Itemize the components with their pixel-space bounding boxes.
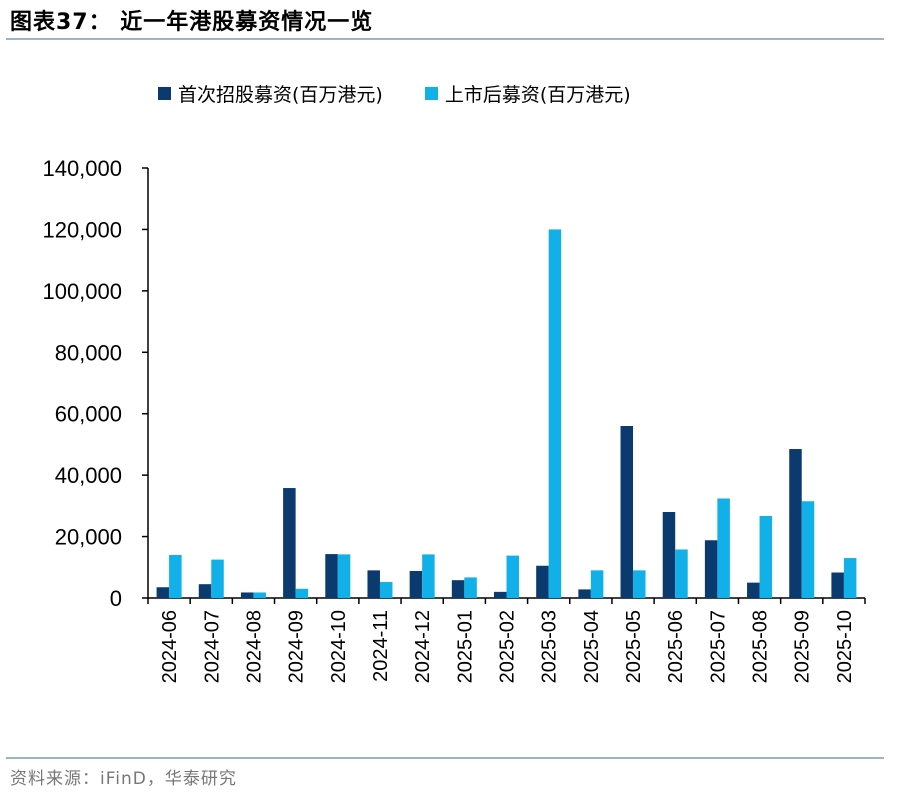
x-tick-label: 2025-05 xyxy=(623,610,645,683)
bar-post-2025-09 xyxy=(801,501,815,598)
bar-ipo-2025-02 xyxy=(494,591,507,598)
y-tick-label: 80,000 xyxy=(55,340,122,365)
x-tick-label: 2025-08 xyxy=(750,610,772,683)
bar-ipo-2025-04 xyxy=(578,589,591,598)
bar-ipo-2025-06 xyxy=(662,512,676,598)
y-tick-label: 60,000 xyxy=(55,402,122,427)
x-tick-label: 2024-08 xyxy=(243,610,265,683)
y-tick-label: 100,000 xyxy=(42,279,122,304)
bar-post-2024-09 xyxy=(295,588,309,598)
bar-ipo-2025-07 xyxy=(704,540,718,598)
x-tick-label: 2025-04 xyxy=(581,610,603,683)
legend-item-post: 上市后募资(百万港元) xyxy=(424,80,631,107)
bar-post-2024-08 xyxy=(253,592,266,598)
bar-ipo-2024-10 xyxy=(325,554,338,598)
bar-post-2025-02 xyxy=(506,555,519,598)
y-tick-label: 120,000 xyxy=(42,217,122,242)
bar-ipo-2024-06 xyxy=(156,587,170,598)
legend-swatch-ipo xyxy=(158,86,171,100)
bar-post-2025-05 xyxy=(633,570,646,598)
x-tick-label: 2025-06 xyxy=(665,610,687,683)
bar-post-2024-07 xyxy=(211,559,224,598)
bar-ipo-2024-08 xyxy=(240,592,254,598)
x-tick-label: 2024-11 xyxy=(370,610,392,682)
bar-post-2025-07 xyxy=(717,498,730,598)
bar-ipo-2024-12 xyxy=(409,570,423,598)
bar-post-2024-10 xyxy=(337,554,351,598)
x-tick-label: 2025-09 xyxy=(792,610,814,683)
bar-ipo-2025-10 xyxy=(831,572,844,598)
y-tick-label: 20,000 xyxy=(55,525,122,550)
x-tick-label: 2024-10 xyxy=(328,610,350,683)
x-tick-label: 2024-12 xyxy=(412,610,434,683)
chart-title: 图表37： 近一年港股募资情况一览 xyxy=(10,10,374,35)
bar-ipo-2024-09 xyxy=(283,488,296,598)
bar-post-2025-01 xyxy=(464,577,477,598)
y-tick-label: 40,000 xyxy=(55,463,122,488)
chart-legend: 首次招股募资(百万港元) 上市后募资(百万港元) xyxy=(158,80,673,106)
bar-post-2025-08 xyxy=(759,515,773,598)
bar-post-2024-06 xyxy=(169,555,182,598)
bar-ipo-2025-05 xyxy=(620,426,634,598)
legend-label-post: 上市后募资(百万港元) xyxy=(444,83,631,106)
x-tick-label: 2024-06 xyxy=(159,610,181,683)
bar-ipo-2025-01 xyxy=(451,580,465,598)
x-tick-label: 2024-07 xyxy=(201,610,223,683)
source-note: 资料来源：iFinD，华泰研究 xyxy=(10,769,237,789)
legend-swatch-post xyxy=(424,86,438,100)
y-tick-label: 140,000 xyxy=(42,156,122,181)
x-tick-label: 2025-01 xyxy=(454,610,476,683)
bar-post-2025-04 xyxy=(590,570,604,598)
bottom-divider xyxy=(6,757,884,759)
bar-post-2024-12 xyxy=(422,554,435,598)
y-tick-label: 0 xyxy=(110,586,122,611)
bar-ipo-2025-03 xyxy=(536,565,549,598)
bar-ipo-2025-08 xyxy=(747,582,760,598)
bar-ipo-2024-07 xyxy=(198,584,212,598)
top-divider xyxy=(6,38,884,40)
bar-ipo-2024-11 xyxy=(367,570,380,598)
bar-post-2024-11 xyxy=(379,582,393,598)
x-tick-label: 2024-09 xyxy=(286,610,308,683)
bar-post-2025-10 xyxy=(843,558,857,598)
x-tick-label: 2025-10 xyxy=(834,610,856,683)
legend-item-ipo: 首次招股募资(百万港元) xyxy=(158,80,383,107)
bar-post-2025-03 xyxy=(548,229,562,598)
legend-label-ipo: 首次招股募资(百万港元) xyxy=(178,83,383,106)
bar-ipo-2025-09 xyxy=(789,449,802,598)
x-tick-label: 2025-03 xyxy=(539,610,561,683)
x-tick-label: 2025-02 xyxy=(497,610,519,683)
x-tick-label: 2025-07 xyxy=(707,610,729,683)
bar-post-2025-06 xyxy=(675,549,688,598)
